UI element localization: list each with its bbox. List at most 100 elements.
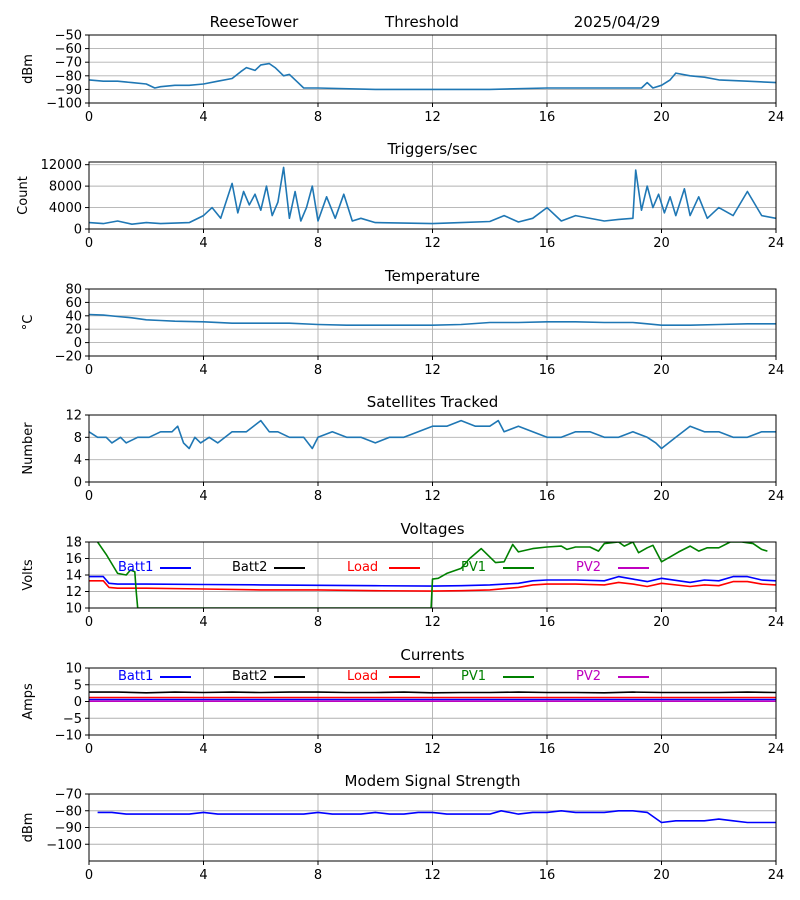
series-group — [89, 542, 776, 608]
y-tick-label: 0 — [74, 223, 82, 238]
y-tick-label: 10 — [65, 662, 82, 677]
x-tick-label: 4 — [199, 110, 207, 125]
y-tick-label: 40 — [65, 309, 82, 324]
y-tick-label: 12 — [65, 409, 82, 424]
x-tick-label: 0 — [85, 489, 93, 504]
series-line-batt1 — [89, 575, 776, 587]
x-tick-label: 0 — [85, 236, 93, 251]
chart-panel-satellites: 0 4 8 12 16 20 24 0 4 8 12 Number Satellites Tracked — [21, 393, 784, 504]
y-tick-label: 80 — [65, 283, 82, 298]
y-tick-label: −60 — [55, 42, 82, 57]
y-axis-label: dBm — [21, 54, 36, 84]
series-group — [89, 313, 776, 327]
series-line-temperature — [89, 313, 776, 327]
series-line-modem — [97, 809, 776, 824]
x-tick-label: 12 — [424, 236, 441, 251]
chart-title: Temperature — [384, 267, 480, 285]
y-tick-label: −90 — [55, 821, 82, 836]
x-tick-label: 24 — [768, 615, 785, 630]
x-tick-label: 12 — [424, 742, 441, 757]
x-tick-label: 24 — [768, 489, 785, 504]
x-tick-label: 24 — [768, 363, 785, 378]
x-tick-label: 4 — [199, 868, 207, 883]
x-tick-label: 16 — [539, 489, 556, 504]
x-tick-label: 4 — [199, 363, 207, 378]
x-tick-label: 20 — [653, 110, 670, 125]
y-tick-label: −10 — [55, 729, 82, 744]
x-tick-label: 20 — [653, 615, 670, 630]
legend-label-pv2: PV2 — [576, 560, 601, 575]
series-line-batt2 — [89, 691, 776, 694]
x-tick-label: 24 — [768, 110, 785, 125]
y-tick-label: 0 — [74, 695, 82, 710]
y-tick-label: −70 — [55, 56, 82, 71]
chart-panel-threshold: 0 4 8 12 16 20 24 −100−90−80−70−60−50 dBm — [21, 29, 784, 126]
y-tick-label: 8000 — [49, 180, 82, 195]
x-tick-label: 8 — [314, 363, 322, 378]
series-line-satellites — [89, 419, 776, 450]
chart-title: Voltages — [400, 520, 464, 538]
series-line-triggers — [89, 166, 776, 225]
x-tick-label: 0 — [85, 363, 93, 378]
chart-title: Currents — [400, 646, 464, 664]
x-tick-label: 16 — [539, 742, 556, 757]
x-tick-label: 8 — [314, 110, 322, 125]
x-tick-label: 20 — [653, 363, 670, 378]
chart-title: Satellites Tracked — [367, 393, 498, 411]
y-tick-label: 0 — [74, 336, 82, 351]
x-tick-label: 4 — [199, 236, 207, 251]
x-tick-label: 24 — [768, 236, 785, 251]
y-tick-label: −70 — [55, 788, 82, 803]
y-tick-label: 18 — [65, 536, 82, 551]
x-tick-label: 12 — [424, 489, 441, 504]
y-tick-label: 0 — [74, 476, 82, 491]
y-axis-label: Count — [16, 176, 31, 215]
y-axis-label: dBm — [21, 813, 36, 843]
x-tick-label: 16 — [539, 868, 556, 883]
y-axis-label: Amps — [21, 683, 36, 720]
x-tick-label: 20 — [653, 236, 670, 251]
legend-label-batt2: Batt2 — [232, 669, 267, 684]
x-tick-label: 8 — [314, 236, 322, 251]
x-tick-label: 0 — [85, 615, 93, 630]
y-tick-label: 8 — [74, 431, 82, 446]
x-tick-label: 16 — [539, 363, 556, 378]
legend-label-batt1: Batt1 — [118, 669, 153, 684]
y-axis-label: Number — [21, 422, 36, 475]
x-tick-label: 12 — [424, 363, 441, 378]
y-tick-label: 5 — [74, 678, 82, 693]
legend-label-pv2: PV2 — [576, 669, 601, 684]
header-date: 2025/04/29 — [574, 13, 660, 31]
legend-label-pv1: PV1 — [461, 669, 486, 684]
x-tick-label: 20 — [653, 742, 670, 757]
y-tick-label: −80 — [55, 804, 82, 819]
x-tick-label: 16 — [539, 110, 556, 125]
x-tick-label: 8 — [314, 868, 322, 883]
y-tick-label: 4 — [74, 453, 82, 468]
x-tick-label: 4 — [199, 615, 207, 630]
chart-title: Modem Signal Strength — [345, 772, 521, 790]
x-tick-label: 0 — [85, 868, 93, 883]
header-station: ReeseTower — [210, 13, 300, 31]
series-line-load — [89, 579, 776, 592]
x-tick-label: 8 — [314, 489, 322, 504]
series-group — [89, 691, 776, 703]
header-mode: Threshold — [384, 13, 459, 31]
y-tick-label: −50 — [55, 29, 82, 44]
x-tick-label: 16 — [539, 615, 556, 630]
x-tick-label: 0 — [85, 110, 93, 125]
y-axis-label: Volts — [21, 559, 36, 591]
chart-title: Triggers/sec — [387, 140, 478, 158]
x-tick-label: 0 — [85, 742, 93, 757]
y-axis-label: °C — [21, 315, 36, 331]
y-tick-label: −100 — [46, 838, 82, 853]
y-tick-label: −80 — [55, 69, 82, 84]
x-tick-label: 8 — [314, 742, 322, 757]
x-tick-label: 4 — [199, 742, 207, 757]
